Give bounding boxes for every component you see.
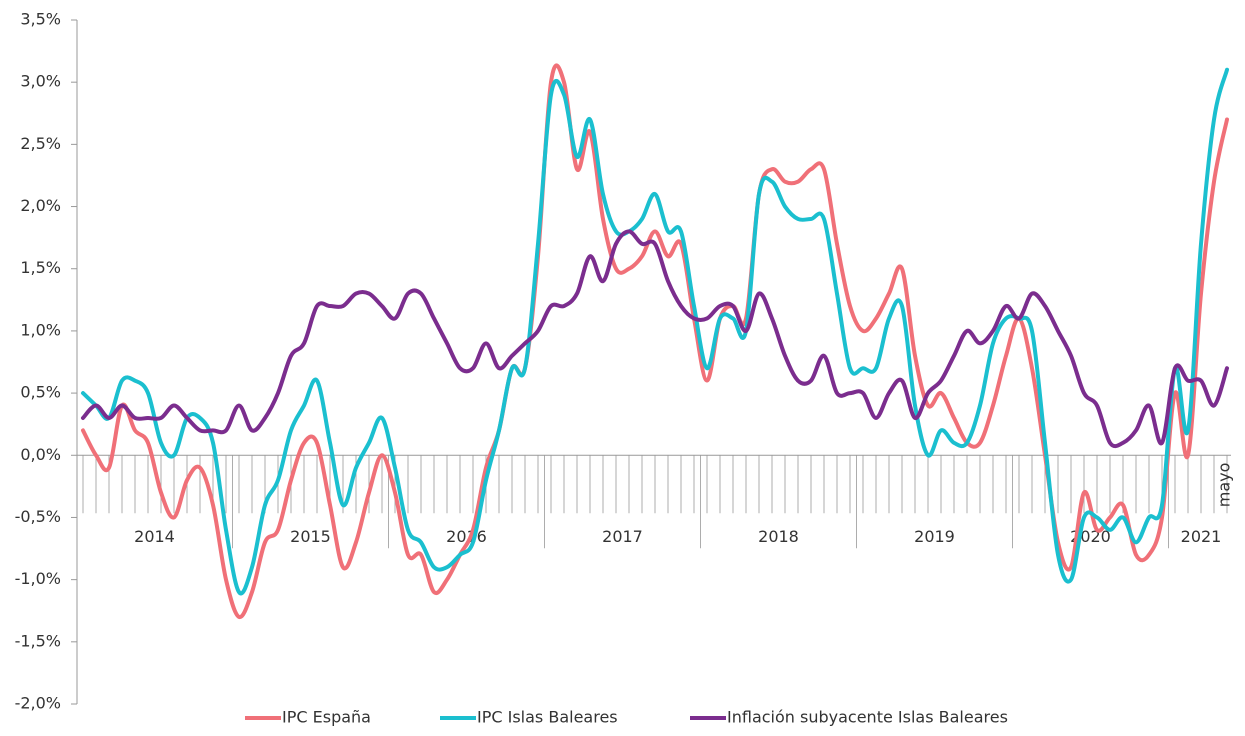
y-tick-label: -1,0% [15,569,61,588]
year-label: 2014 [134,527,175,546]
legend-label: Inflación subyacente Islas Baleares [727,708,1008,727]
y-tick-label: 1,0% [20,320,61,339]
x-tick-label: mayo [1215,463,1234,508]
y-tick-label: 0,0% [20,445,61,464]
y-tick-label: 2,0% [20,196,61,215]
year-label: 2021 [1181,527,1222,546]
y-tick-label: -1,5% [15,631,61,650]
year-label: 2017 [602,527,643,546]
y-tick-label: 3,5% [20,10,61,29]
y-tick-label: 1,5% [20,258,61,277]
y-tick-label: 3,0% [20,72,61,91]
legend-label: IPC España [282,708,371,727]
y-tick-label: -0,5% [15,507,61,526]
series-line [81,67,1229,596]
year-label: 2018 [758,527,799,546]
year-label: 2015 [290,527,331,546]
legend-label: IPC Islas Baleares [477,708,618,727]
y-tick-label: -2,0% [15,694,61,713]
y-tick-label: 2,5% [20,134,61,153]
year-label: 2019 [914,527,955,546]
series-line [81,229,1229,449]
y-tick-label: 0,5% [20,383,61,402]
